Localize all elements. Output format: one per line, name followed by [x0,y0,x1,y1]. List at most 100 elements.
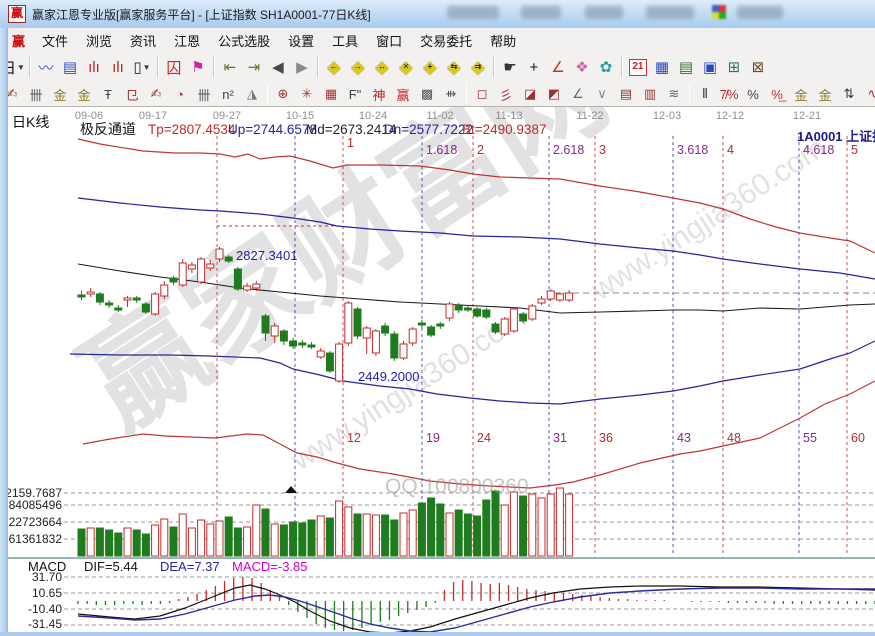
candle-style-button[interactable]: ▯ ▼ [131,56,153,78]
date-label: 11-22 [576,110,603,122]
updown-icon[interactable]: ⇅ [838,85,860,104]
volume-bar [362,513,371,557]
redacted-widget [585,6,623,19]
box-tool-icon[interactable]: ◻ [471,85,493,104]
calculator-icon[interactable]: ▦ [651,56,673,78]
gann-arrow-pair-icon[interactable]: ◆ ⇉ [467,56,489,78]
arrow-glyph: ↔ [377,62,386,72]
volume-bar [233,527,242,557]
compass-icon[interactable]: ⊕ [272,85,294,104]
gann-flower-icon[interactable]: ❖ [571,56,593,78]
grid-web-icon[interactable]: ▦ [320,85,342,104]
delivery-icon[interactable]: ⊠ [747,56,769,78]
menu-item-3[interactable]: 江恩 [174,33,201,49]
menu-item-8[interactable]: 交易委托 [420,33,473,49]
volume-bar [114,532,123,557]
gann-arrow-plus-icon[interactable]: ◆ + [419,56,441,78]
shade-box-icon[interactable]: ◪ [519,85,541,104]
clock-cycle-icon[interactable]: ◔ [169,85,191,104]
tick-comb-icon[interactable]: 卌 [193,85,215,104]
percent-7-icon[interactable]: 7̸% [718,85,740,104]
grid-b-icon[interactable]: ▥ [639,85,661,104]
wave-tool-icon[interactable]: ∿ [862,85,875,104]
gold-line-1-icon[interactable]: 金 [790,85,812,104]
vee-icon[interactable]: ∨ [591,85,613,104]
gann-arrow-right-icon[interactable]: ◆ → [347,56,369,78]
kline-chart-svg[interactable]: 赢家财富网www.yingjia360.comwww.yingjia360.co… [0,21,875,636]
f-tool-icon[interactable]: Ŧ [97,85,119,104]
color-histogram-icon[interactable]: ⚑ [187,56,209,78]
quote-list-icon[interactable]: ▤ [59,56,81,78]
k-quote-icon[interactable]: Ϝ" [344,85,366,104]
red-figure-icon[interactable]: 囚 [163,56,185,78]
calendar-icon[interactable]: 21 [627,56,649,78]
ying-icon[interactable]: 赢 [392,85,414,104]
a-flag-icon[interactable]: ◮ [241,85,263,104]
last-bar-icon[interactable]: ⇥ [243,56,265,78]
gann-arrow-x-icon[interactable]: ◆ ✕ [395,56,417,78]
spiral-icon[interactable]: 㔾 [121,85,143,104]
candle-body [316,350,325,358]
stats-panel-icon[interactable]: ⦀ [694,85,716,104]
first-bar-icon[interactable]: ⇤ [219,56,241,78]
grid-dense-icon[interactable]: ▩ [416,85,438,104]
icon-glyph: n² [222,86,234,102]
slant-lines-icon[interactable]: ≋ [663,85,685,104]
crosshair-tool-icon[interactable]: + [523,56,545,78]
angle-tool-icon[interactable]: ∠ [547,56,569,78]
network-icon[interactable]: ⊞ [723,56,745,78]
shen-icon[interactable]: 神 [368,85,390,104]
volume-bar [537,497,546,557]
diamond-glyph: ◆ [351,56,365,77]
notes-icon[interactable]: ▤ [675,56,697,78]
icon-glyph: 㔾 [125,87,139,103]
candle-body [509,308,518,332]
percent-icon[interactable]: % [742,85,764,104]
brain-icon[interactable]: ✿ [595,56,617,78]
toolbar-separator [316,57,319,77]
gold-split-1-icon[interactable]: 金 [49,85,71,104]
icon-glyph: ⇅ [843,86,855,101]
volume-bar [371,514,380,557]
menu-item-9[interactable]: 帮助 [490,33,517,49]
menu-item-6[interactable]: 工具 [332,33,359,49]
rays-icon[interactable]: 彡 [495,85,517,104]
menu-item-7[interactable]: 窗口 [376,33,403,49]
icon-glyph: Ŧ [104,86,112,102]
angle-line-icon[interactable]: ∠ [567,85,589,104]
fan-box-icon[interactable]: ◩ [543,85,565,104]
save-icon[interactable]: ▣ [699,56,721,78]
volume-bar [169,526,178,557]
menu-item-5[interactable]: 设置 [288,33,315,49]
menu-item-0[interactable]: 文件 [42,33,69,49]
menu-item-4[interactable]: 公式选股 [218,33,271,49]
chart-area[interactable]: 赢家财富网 www.yingjia360.com www.yingjia360.co… [0,21,875,636]
menu-item-1[interactable]: 浏览 [86,33,113,49]
next-bar-icon[interactable]: ▶ [291,56,313,78]
icon-glyph: ⇤ [223,59,237,76]
gann-arrow-swap-icon[interactable]: ◆ ⇆ [443,56,465,78]
icon-glyph: ▤ [62,59,78,76]
icon-glyph: ✍ [150,86,162,101]
hand-tool-icon[interactable]: ☛ [499,56,521,78]
volume-bar [187,527,196,557]
arrow-out-icon[interactable]: ⇻ [440,85,462,104]
ruler-comb-icon[interactable]: 卌 [25,85,47,104]
gold-line-2-icon[interactable]: 金 [814,85,836,104]
gann-arrow-left-icon[interactable]: ◆ ← [323,56,345,78]
icon-glyph: ▦ [654,59,670,76]
percent-line-icon[interactable]: %̲ [766,85,788,104]
grid-a-icon[interactable]: ▤ [615,85,637,104]
pen-tool-icon[interactable]: ✍ [1,85,23,104]
pen2-tool-icon[interactable]: ✍ [145,85,167,104]
gold-split-2-icon[interactable]: 金 [73,85,95,104]
n2-square-icon[interactable]: n² [217,85,239,104]
minute-3-chart-icon[interactable]: ılı [83,56,105,78]
starburst-icon[interactable]: ✳ [296,85,318,104]
minute-9-chart-icon[interactable]: ılı [107,56,129,78]
prev-bar-icon[interactable]: ◀ [267,56,289,78]
trend-wave-icon[interactable]: 〰 [35,56,57,78]
candle-body [132,297,141,301]
menu-item-2[interactable]: 资讯 [130,33,157,49]
gann-arrow-lr-icon[interactable]: ◆ ↔ [371,56,393,78]
